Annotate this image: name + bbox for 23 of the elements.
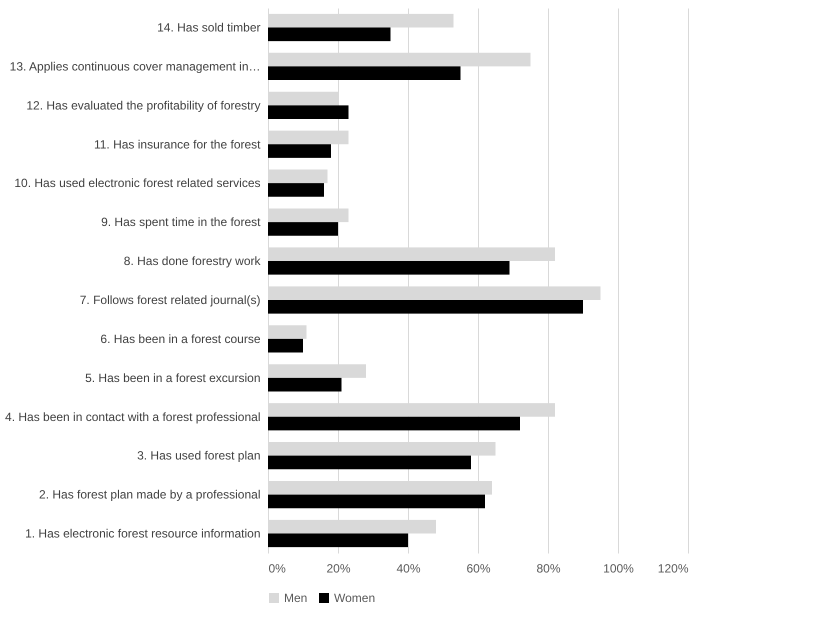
y-tick-label: 8. Has done forestry work [124, 254, 262, 268]
y-tick-label: 10. Has used electronic forest related services [14, 176, 260, 190]
y-tick-label: 9. Has spent time in the forest [101, 215, 262, 230]
y-tick-label: 3. Has used forest plan [137, 448, 260, 463]
y-tick-label: 6. Has been in a forest course [100, 332, 261, 346]
x-tick-label: 80% [536, 562, 561, 576]
y-tick-label: 13. Applies continuous cover management in… [10, 59, 260, 74]
y-tick-label: 4. Has been in contact with a forest professional [5, 410, 260, 424]
x-tick-label: 100% [603, 562, 634, 576]
y-tick-label: 11. Has insurance for the forest [94, 137, 262, 152]
x-tick-label: 0% [268, 562, 286, 576]
x-tick-label: 40% [396, 562, 421, 576]
y-tick-label: 12. Has evaluated the profitability of forestry [26, 98, 260, 112]
x-tick-label: 60% [466, 562, 491, 576]
x-tick-label: 20% [326, 562, 351, 576]
y-tick-label: 2. Has forest plan made by a professional [39, 488, 260, 502]
legend-label: Men [284, 591, 308, 605]
y-tick-label: 1. Has electronic forest resource information [25, 526, 260, 541]
x-tick-label: 120% [658, 562, 689, 576]
y-tick-label: 7. Follows forest related journal(s) [80, 292, 260, 307]
y-tick-label: 14. Has sold timber [157, 20, 260, 34]
y-tick-label: 5. Has been in a forest excursion [85, 370, 260, 385]
legend-label: Women [334, 591, 376, 605]
